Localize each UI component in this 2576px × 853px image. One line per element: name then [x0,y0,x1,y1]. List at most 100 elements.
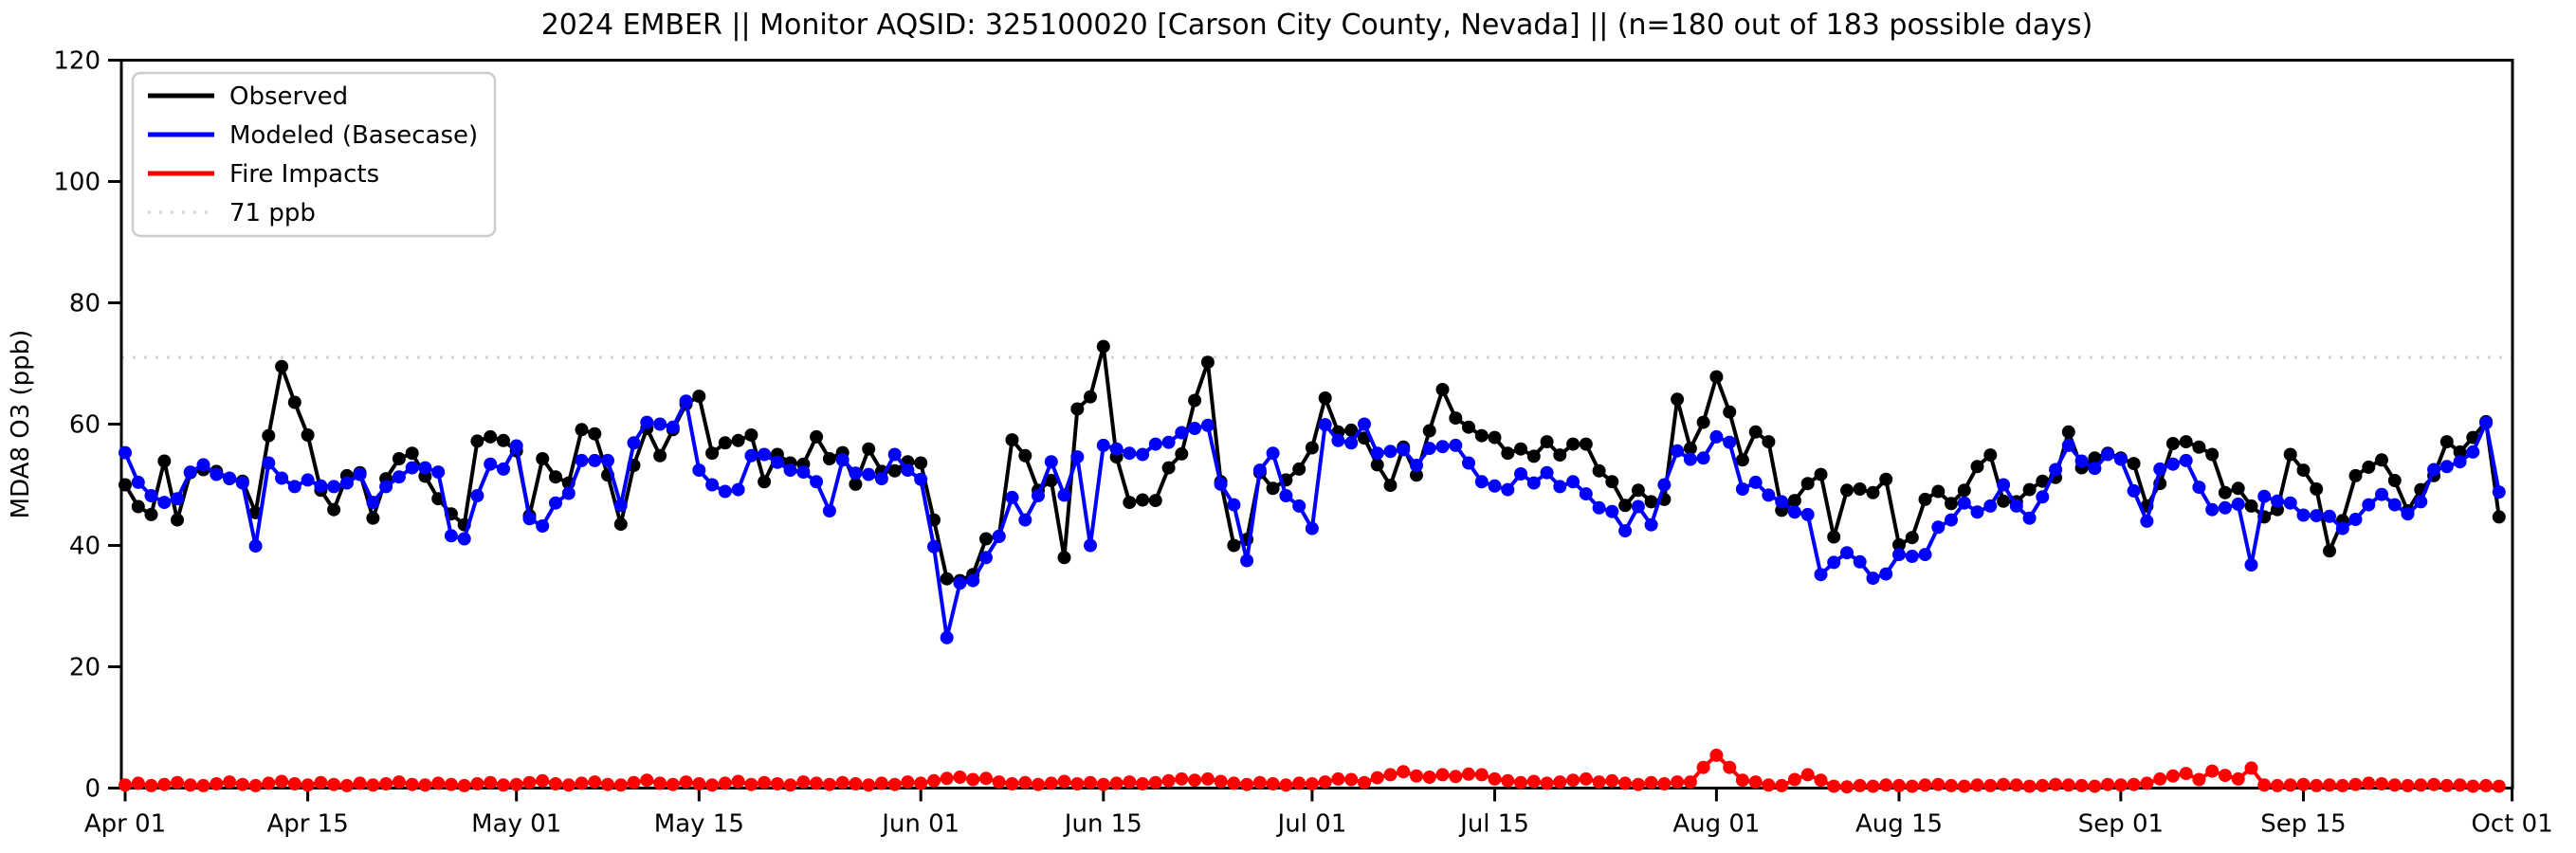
data-point [2283,778,2297,792]
data-point [810,475,824,489]
data-point [339,778,354,792]
data-point [1161,435,1176,449]
data-point [640,773,654,788]
data-point [1905,779,1919,793]
data-point [1775,495,1789,509]
data-point [457,532,471,546]
data-point [1344,423,1359,437]
data-point [366,778,380,792]
x-tick-label: Apr 15 [266,810,348,839]
data-point [248,778,263,792]
data-point [849,477,863,491]
data-point [1970,778,1984,792]
data-point [2074,778,2089,792]
data-point [1983,448,1998,463]
data-point [2036,490,2050,504]
data-point [1748,475,1763,489]
data-point [2153,771,2167,786]
data-point [887,447,902,462]
data-point [171,492,184,506]
data-point [1096,339,1110,354]
legend-label: Modeled (Basecase) [229,121,478,150]
data-point [966,772,980,787]
data-point [1474,475,1489,489]
data-point [2049,777,2063,791]
data-point [2323,509,2336,523]
data-point [1970,505,1984,519]
y-tick-label: 120 [53,47,100,76]
data-point [1200,771,1215,786]
data-point [1422,424,1436,438]
data-point [1748,775,1763,789]
data-point [1800,507,1815,521]
data-point [2113,778,2128,792]
data-point [1840,546,1854,560]
data-point [2218,500,2232,515]
data-point [2283,447,2297,462]
data-point [1474,428,1489,443]
data-point [1866,572,1880,586]
data-point [849,466,863,481]
data-point [1136,777,1150,790]
data-point [1057,488,1071,502]
data-point [1957,496,1971,510]
data-point [692,463,706,478]
data-point [901,775,915,789]
data-point [2192,440,2206,454]
data-point [758,475,772,489]
data-point [1814,568,1828,582]
y-tick-label: 40 [69,533,100,561]
data-point [1397,443,1411,457]
data-point [1631,483,1645,498]
data-point [1057,774,1071,789]
data-point [1748,425,1763,439]
data-point [2323,544,2336,558]
data-point [862,442,876,456]
data-point [2140,514,2154,528]
data-point [1175,426,1189,440]
data-point [2179,435,2193,449]
data-point [601,453,614,467]
y-axis-label: MDA8 O3 (ppb) [7,330,35,519]
data-point [1592,775,1606,789]
data-point [1514,442,1527,456]
data-point [1762,778,1776,792]
data-point [1292,499,1306,513]
data-point [1175,446,1189,461]
data-point [1814,467,1828,481]
data-point [1018,448,1032,463]
data-point [392,452,406,465]
data-point [1200,418,1215,432]
data-point [1592,463,1606,478]
data-point [653,776,667,790]
data-point [484,457,498,471]
data-point [1605,504,1619,518]
data-point [1305,521,1319,535]
data-point [1148,437,1162,451]
data-point [2362,776,2376,790]
data-point [1696,451,1710,465]
data-point [484,775,498,789]
data-point [2061,425,2075,439]
data-point [1631,499,1645,514]
data-point [1161,461,1176,475]
data-point [2453,445,2467,459]
data-point [835,775,850,789]
data-point [1644,775,1658,789]
data-point [1344,772,1359,787]
data-point [992,775,1006,789]
y-tick-label: 60 [69,411,100,440]
data-point [1188,773,1202,788]
data-point [157,777,172,791]
data-point [2127,457,2141,471]
data-point [1227,498,1241,512]
data-point [1331,433,1345,447]
data-point [1501,446,1515,461]
data-point [1266,446,1280,461]
data-point [679,775,693,789]
data-point [418,778,432,792]
data-point [470,434,484,448]
data-point [666,420,680,434]
data-point [339,476,354,490]
data-point [2061,438,2075,452]
